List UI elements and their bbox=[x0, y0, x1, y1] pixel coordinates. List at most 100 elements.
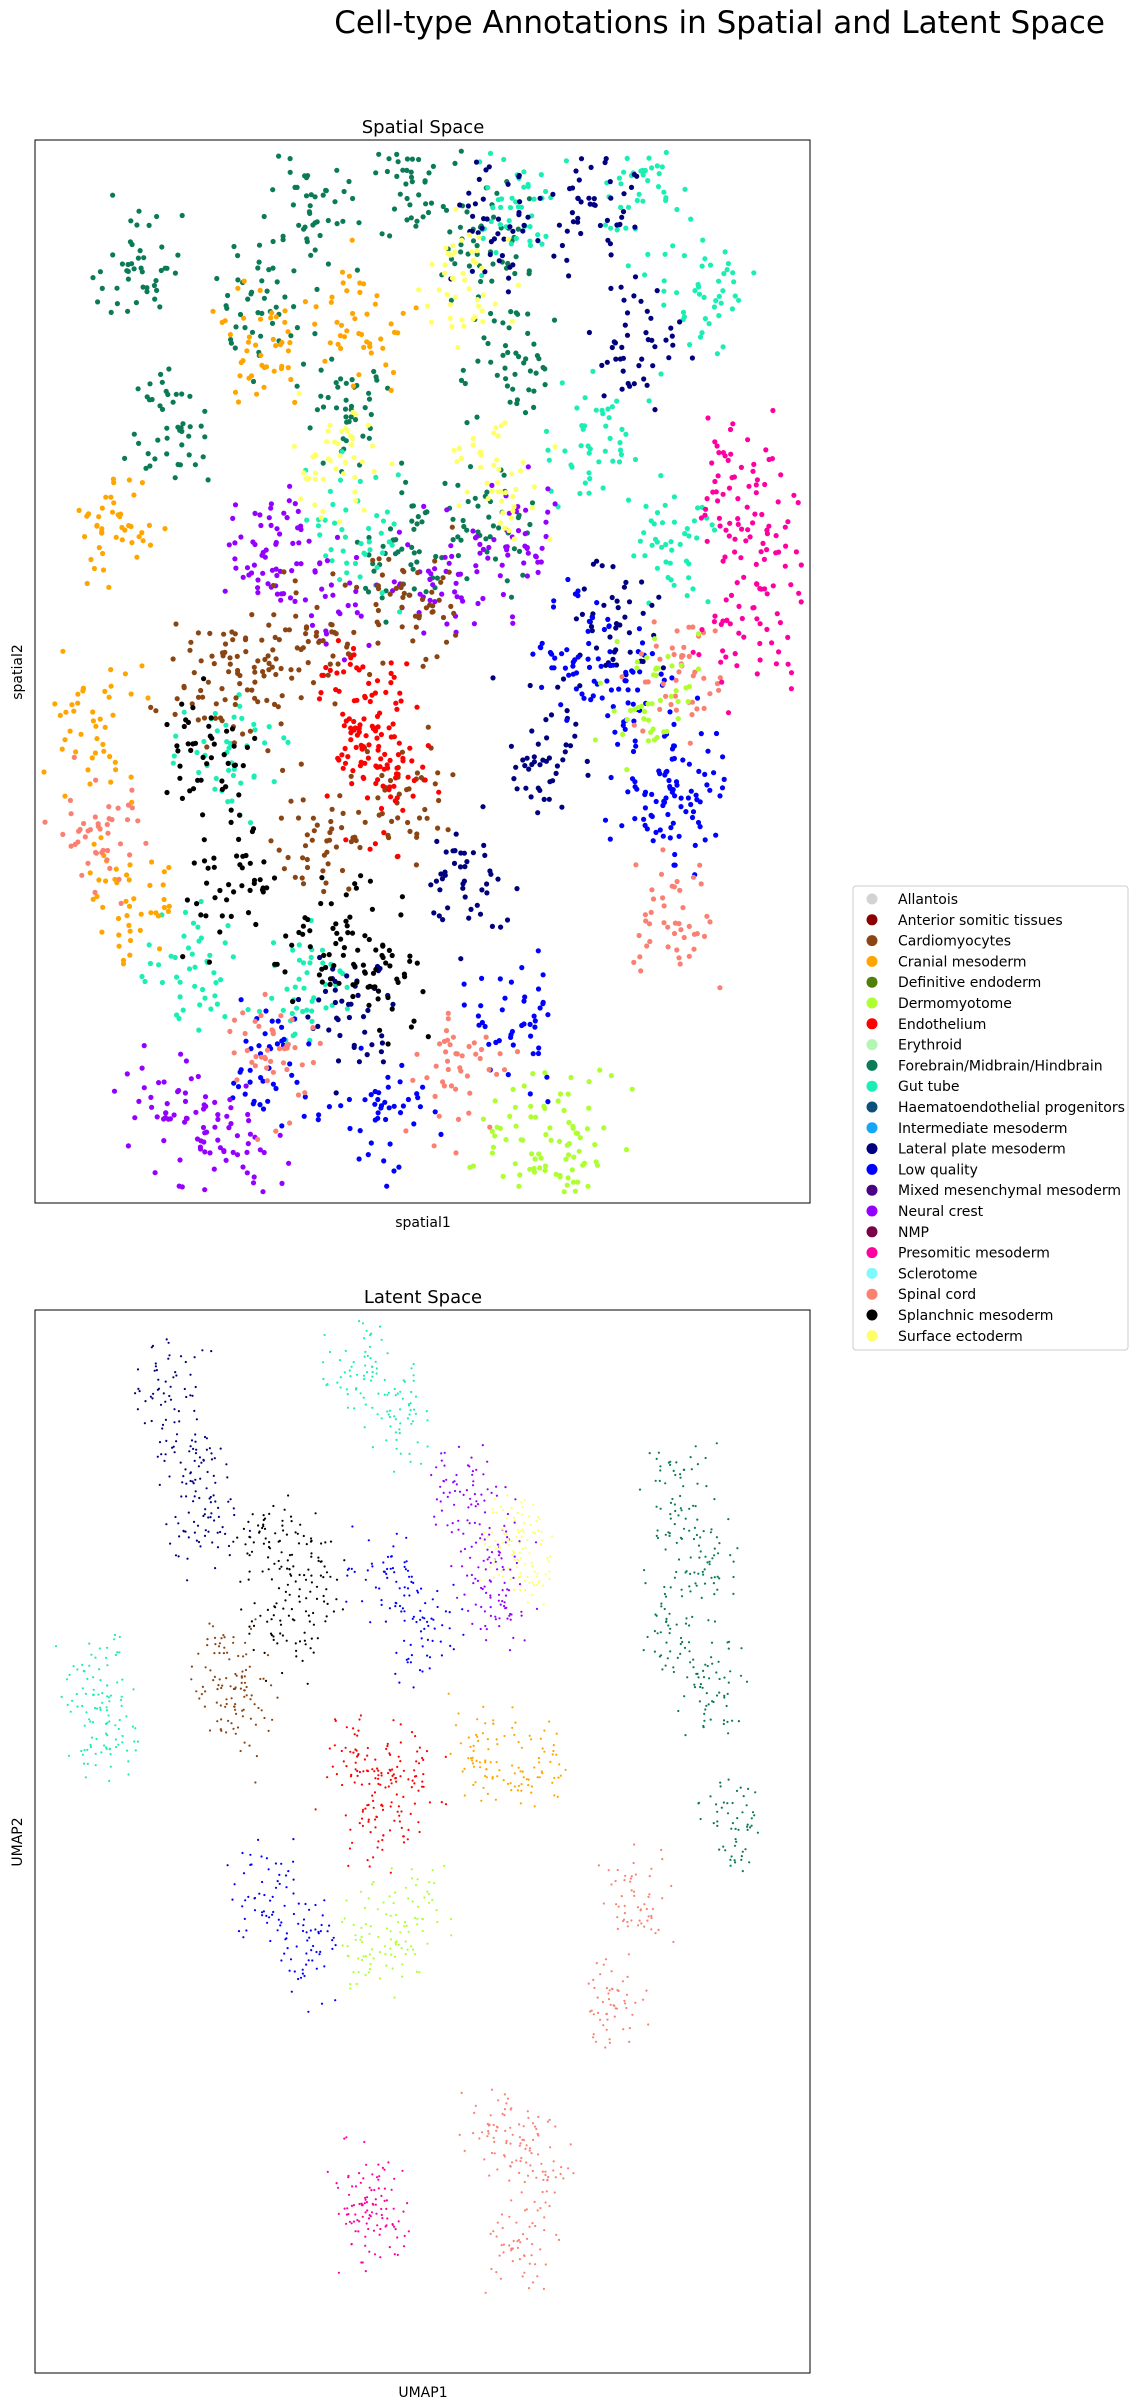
scatter-point bbox=[308, 192, 314, 198]
scatter-point bbox=[543, 519, 549, 525]
scatter-point bbox=[663, 795, 669, 801]
scatter-point bbox=[136, 1740, 139, 1743]
scatter-point bbox=[732, 536, 738, 542]
scatter-point bbox=[338, 376, 344, 382]
scatter-point bbox=[231, 766, 237, 772]
scatter-point bbox=[456, 1596, 459, 1599]
scatter-point bbox=[453, 831, 459, 837]
scatter-point bbox=[386, 156, 392, 162]
scatter-point bbox=[532, 1018, 538, 1024]
scatter-point bbox=[101, 1701, 104, 1704]
scatter-point bbox=[191, 860, 197, 866]
scatter-point bbox=[346, 886, 352, 892]
scatter-point bbox=[147, 381, 153, 387]
scatter-point bbox=[320, 638, 326, 644]
scatter-point bbox=[373, 170, 379, 176]
scatter-point bbox=[242, 1936, 245, 1939]
scatter-point bbox=[476, 1718, 479, 1721]
scatter-point bbox=[723, 654, 729, 660]
scatter-point bbox=[676, 1656, 679, 1659]
scatter-point bbox=[285, 1639, 288, 1642]
scatter-point bbox=[484, 1722, 487, 1725]
scatter-point bbox=[404, 195, 410, 202]
scatter-point bbox=[510, 508, 516, 514]
scatter-point bbox=[342, 760, 349, 766]
scatter-point bbox=[477, 449, 484, 455]
scatter-point bbox=[697, 862, 703, 868]
scatter-point bbox=[213, 1652, 216, 1655]
scatter-point bbox=[377, 1027, 383, 1033]
scatter-point bbox=[660, 665, 667, 671]
scatter-point bbox=[433, 553, 439, 560]
scatter-point bbox=[466, 1043, 472, 1050]
scatter-point bbox=[348, 1847, 352, 1850]
scatter-point bbox=[457, 1445, 461, 1448]
scatter-point bbox=[374, 1826, 377, 1829]
scatter-point bbox=[654, 288, 660, 294]
scatter-point bbox=[575, 1179, 581, 1185]
scatter-point bbox=[126, 1749, 129, 1752]
scatter-point bbox=[505, 236, 511, 242]
scatter-point bbox=[185, 719, 191, 726]
scatter-point bbox=[673, 1523, 676, 1526]
scatter-point bbox=[699, 1685, 702, 1689]
scatter-point bbox=[515, 528, 522, 534]
scatter-point bbox=[710, 1641, 714, 1644]
scatter-point bbox=[585, 772, 591, 778]
scatter-point bbox=[436, 1589, 439, 1593]
scatter-point bbox=[455, 344, 461, 351]
scatter-point bbox=[717, 1660, 720, 1663]
scatter-point bbox=[261, 384, 267, 390]
scatter-point bbox=[503, 544, 509, 550]
scatter-point bbox=[296, 929, 302, 936]
scatter-point bbox=[294, 561, 300, 567]
scatter-point bbox=[265, 653, 271, 659]
scatter-point bbox=[296, 391, 302, 397]
scatter-point bbox=[212, 710, 218, 717]
scatter-point bbox=[686, 575, 692, 581]
scatter-point bbox=[444, 621, 450, 627]
scatter-point bbox=[343, 507, 349, 513]
scatter-point bbox=[514, 1049, 521, 1055]
scatter-point bbox=[244, 1543, 247, 1546]
scatter-point bbox=[387, 1413, 390, 1416]
scatter-point bbox=[117, 841, 124, 847]
scatter-point bbox=[276, 153, 282, 159]
scatter-point bbox=[547, 536, 553, 542]
scatter-point bbox=[357, 280, 363, 286]
scatter-point bbox=[252, 1541, 255, 1544]
scatter-point bbox=[364, 1350, 367, 1353]
scatter-point bbox=[384, 1953, 387, 1956]
scatter-point bbox=[535, 810, 541, 816]
scatter-point bbox=[469, 228, 475, 234]
scatter-point bbox=[698, 515, 705, 521]
scatter-point bbox=[204, 880, 210, 886]
scatter-point bbox=[161, 1079, 167, 1085]
scatter-point bbox=[301, 1929, 305, 1933]
scatter-point bbox=[389, 818, 395, 825]
scatter-point bbox=[137, 248, 143, 254]
scatter-point bbox=[713, 1593, 716, 1596]
scatter-point bbox=[277, 1559, 280, 1563]
scatter-point bbox=[699, 1817, 702, 1821]
scatter-point bbox=[652, 536, 659, 543]
scatter-point bbox=[247, 728, 253, 734]
scatter-point bbox=[727, 1518, 730, 1521]
scatter-point bbox=[542, 1105, 548, 1111]
scatter-point bbox=[107, 753, 113, 760]
scatter-point bbox=[334, 1999, 337, 2002]
scatter-point bbox=[210, 1350, 213, 1353]
scatter-point bbox=[653, 1650, 657, 1653]
scatter-point bbox=[335, 638, 341, 644]
scatter-point bbox=[177, 1522, 180, 1525]
scatter-point bbox=[358, 1718, 361, 1721]
scatter-point bbox=[404, 661, 410, 667]
scatter-point bbox=[466, 1110, 472, 1116]
scatter-point bbox=[529, 2164, 532, 2167]
scatter-point bbox=[600, 485, 606, 491]
scatter-point bbox=[412, 1379, 415, 1382]
scatter-point bbox=[788, 582, 794, 588]
scatter-point bbox=[366, 1754, 369, 1757]
scatter-point bbox=[506, 1617, 509, 1620]
scatter-point bbox=[257, 1706, 260, 1710]
